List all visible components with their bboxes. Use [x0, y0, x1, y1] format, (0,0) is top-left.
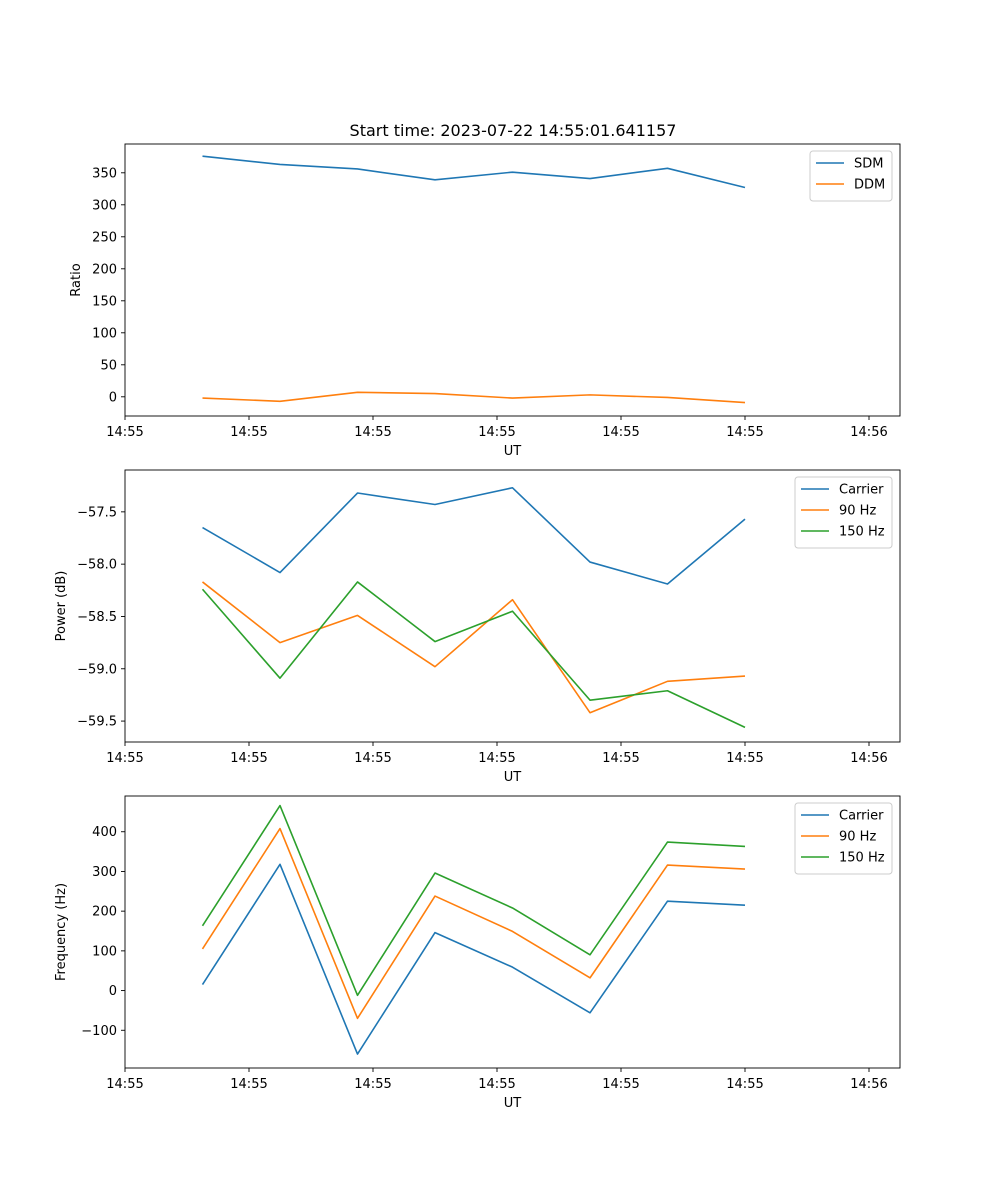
series-line-90-hz — [201, 827, 746, 1020]
y-tick-label: 100 — [92, 326, 117, 341]
y-tick-label: 150 — [92, 294, 117, 309]
y-tick-label: 200 — [92, 262, 117, 277]
series-line-150-hz — [201, 804, 746, 997]
legend-label: SDM — [854, 157, 883, 172]
x-tick-label: 14:56 — [850, 425, 887, 440]
chart-panel-3: 14:55 14:55 14:55 14:55 14:55 14:55 14:56 −100 0… — [54, 795, 901, 1111]
y-tick-label: −59.5 — [77, 715, 117, 730]
series-line-90-hz — [202, 581, 746, 714]
x-tick-label: 14:55 — [106, 425, 143, 440]
legend-label: Carrier — [839, 483, 884, 498]
x-tick-label: 14:55 — [106, 751, 143, 766]
x-tick-label: 14:55 — [602, 751, 639, 766]
x-axis-label: UT — [504, 1096, 522, 1111]
x-axis-label: UT — [504, 770, 522, 785]
x-axis-label: UT — [504, 444, 522, 459]
y-tick-label: 400 — [92, 825, 117, 840]
x-tick-label: 14:55 — [230, 1077, 267, 1092]
x-tick-label: 14:55 — [354, 1077, 391, 1092]
legend-label: 150 Hz — [839, 525, 885, 540]
y-tick-label: −59.0 — [77, 662, 117, 677]
y-axis-label: Power (dB) — [54, 571, 69, 642]
legend: Carrier 90 Hz 150 Hz — [794, 802, 893, 875]
chart-panel-2: 14:55 14:55 14:55 14:55 14:55 14:55 14:56 −57.5… — [54, 469, 901, 785]
x-tick-label: 14:56 — [850, 751, 887, 766]
x-tick-label: 14:55 — [602, 425, 639, 440]
legend: Carrier 90 Hz 150 Hz — [794, 476, 893, 549]
y-tick-label: 0 — [109, 984, 117, 999]
y-tick-label: −58.5 — [77, 610, 117, 625]
y-tick-label: 350 — [92, 166, 117, 181]
series-line-sdm — [202, 155, 746, 189]
series-line-carrier — [201, 863, 746, 1055]
chart-title: Start time: 2023-07-22 14:55:01.641157 — [350, 121, 677, 140]
chart-panels: 14:55 14:55 14:55 14:55 14:55 14:55 14:56 0 50 10… — [54, 143, 901, 1111]
y-tick-label: 300 — [92, 865, 117, 880]
y-tick-label: −58.0 — [77, 558, 117, 573]
x-tick-label: 14:55 — [478, 751, 515, 766]
axes-frame — [124, 795, 901, 1069]
y-tick-label: 0 — [109, 390, 117, 405]
legend: SDM DDM — [809, 150, 893, 202]
series-line-150-hz — [201, 581, 746, 729]
x-tick-label: 14:55 — [478, 425, 515, 440]
y-tick-label: 50 — [100, 358, 117, 373]
y-tick-label: 200 — [92, 905, 117, 920]
y-tick-label: 100 — [92, 944, 117, 959]
x-tick-label: 14:55 — [602, 1077, 639, 1092]
axes-frame — [124, 143, 901, 417]
y-axis-label: Ratio — [69, 263, 84, 296]
x-tick-label: 14:55 — [354, 751, 391, 766]
legend-label: Carrier — [839, 809, 884, 824]
y-tick-label: −100 — [81, 1024, 117, 1039]
x-tick-label: 14:56 — [850, 1077, 887, 1092]
legend-label: DDM — [854, 178, 885, 193]
x-tick-label: 14:55 — [354, 425, 391, 440]
x-tick-label: 14:55 — [230, 425, 267, 440]
x-tick-label: 14:55 — [726, 1077, 763, 1092]
axes-frame — [124, 469, 901, 743]
legend-label: 150 Hz — [839, 851, 885, 866]
y-tick-label: −57.5 — [77, 505, 117, 520]
chart-panel-1: 14:55 14:55 14:55 14:55 14:55 14:55 14:56 0 50 10… — [69, 143, 901, 459]
x-tick-label: 14:55 — [230, 751, 267, 766]
series-line-carrier — [202, 486, 746, 585]
y-tick-label: 250 — [92, 230, 117, 245]
legend-label: 90 Hz — [839, 504, 876, 519]
y-tick-label: 300 — [92, 198, 117, 213]
x-tick-label: 14:55 — [478, 1077, 515, 1092]
x-tick-label: 14:55 — [726, 425, 763, 440]
x-tick-label: 14:55 — [726, 751, 763, 766]
y-axis-label: Frequency (Hz) — [54, 883, 69, 981]
legend-label: 90 Hz — [839, 830, 876, 845]
series-line-ddm — [202, 391, 746, 404]
x-tick-label: 14:55 — [106, 1077, 143, 1092]
